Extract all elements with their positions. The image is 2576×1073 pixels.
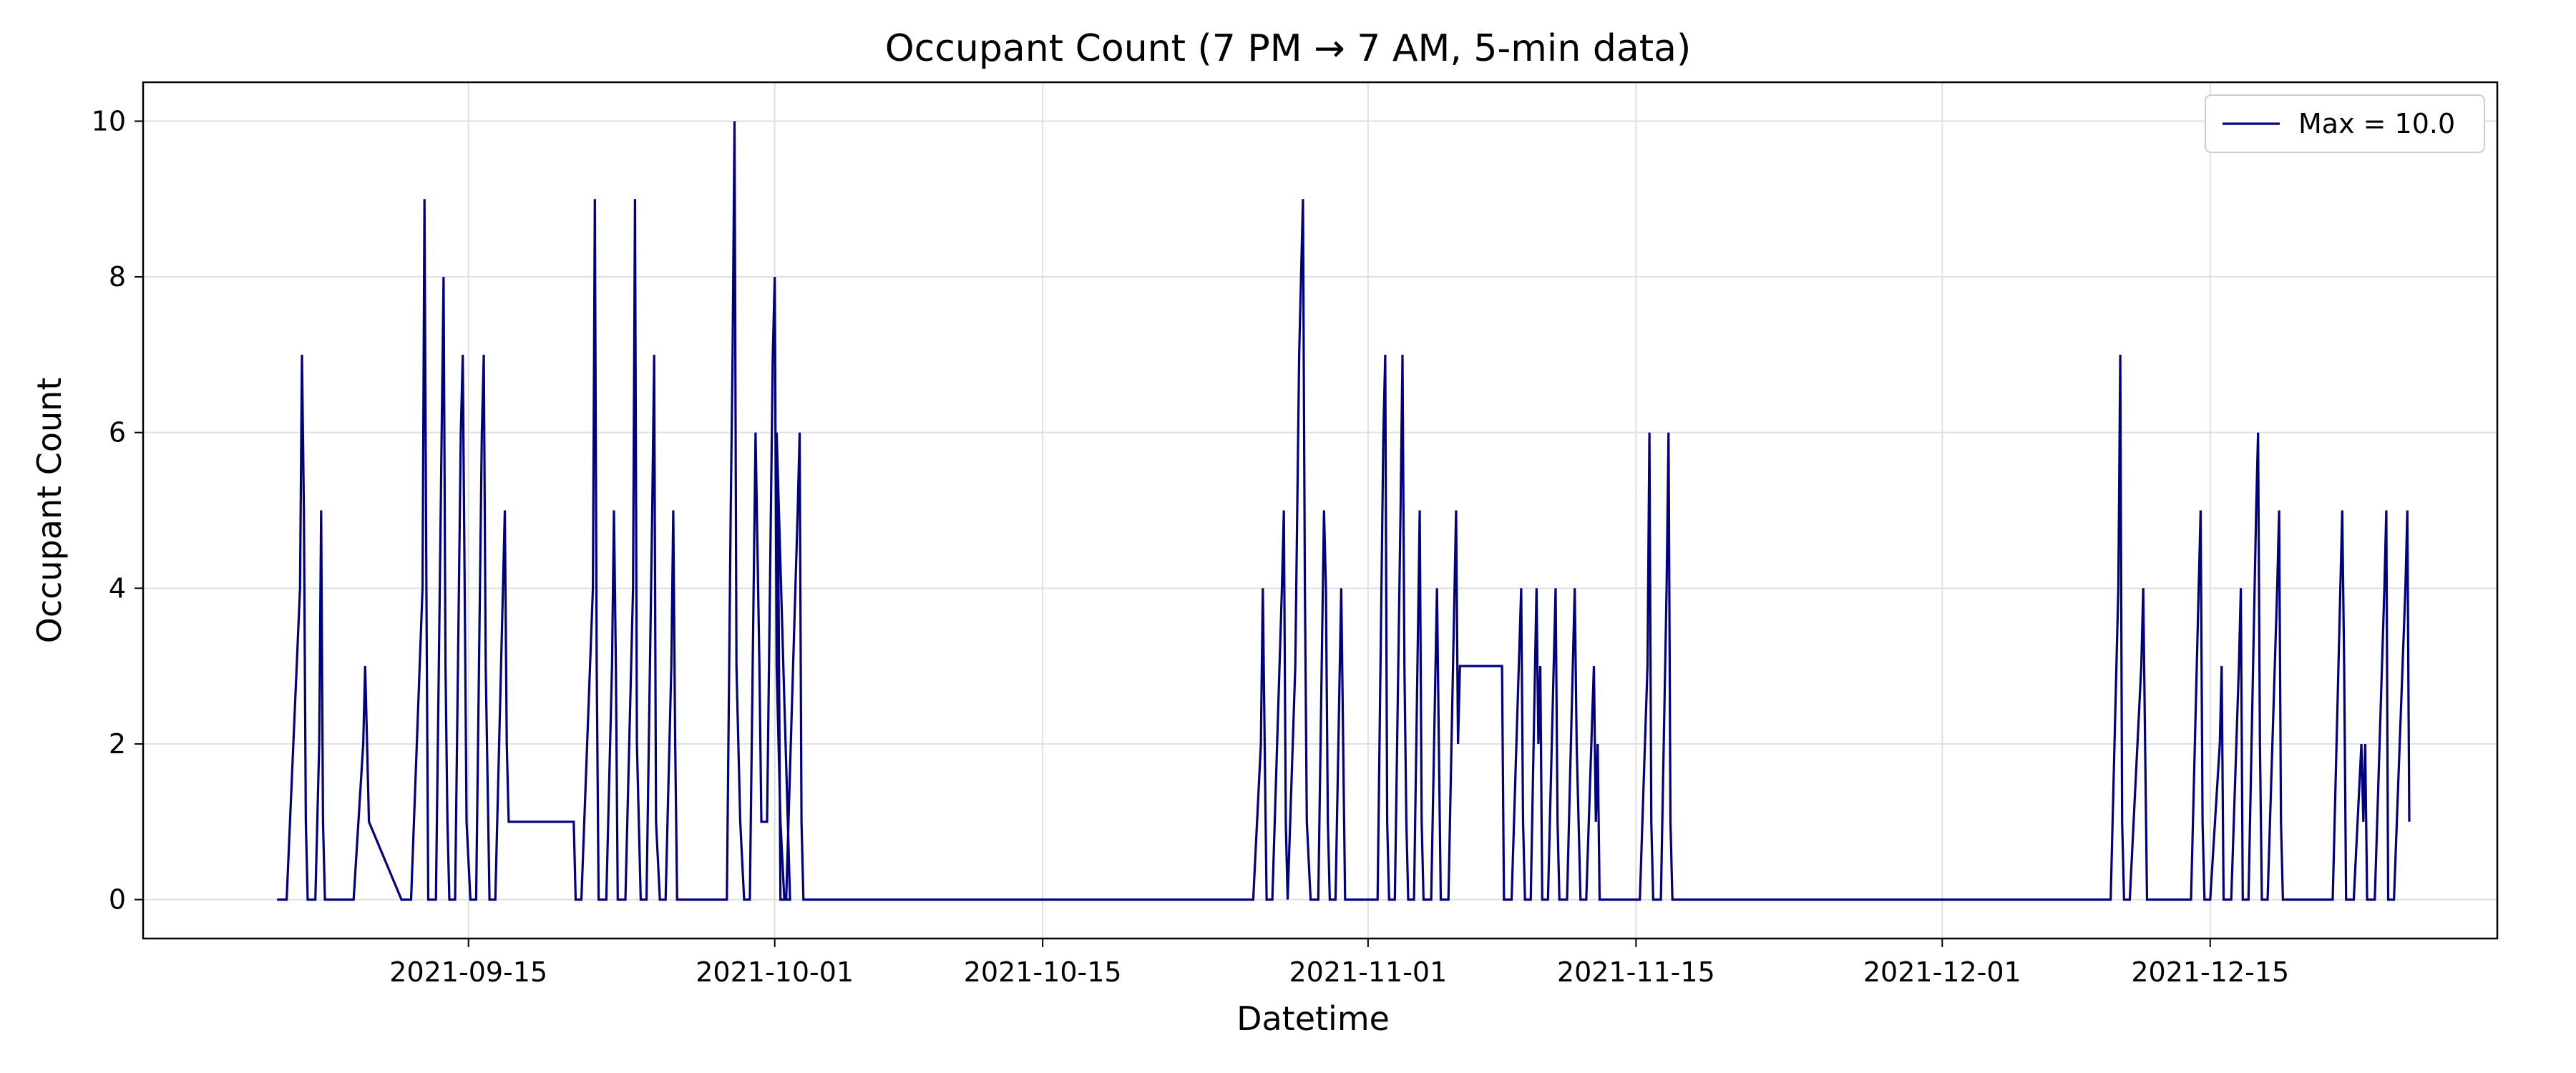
y-tick-label: 2 [109, 728, 126, 760]
legend: Max = 10.0 [2205, 94, 2485, 153]
x-tick-label: 2021-12-15 [2131, 956, 2289, 988]
y-axis-label: Occupant Count [30, 378, 69, 644]
x-tick-label: 2021-11-01 [1289, 956, 1447, 988]
y-tick-label: 0 [109, 884, 126, 916]
legend-box [2205, 94, 2485, 153]
x-tick-label: 2021-09-15 [389, 956, 547, 988]
series-line [277, 121, 2411, 901]
chart-title: Occupant Count (7 PM → 7 AM, 5-min data) [885, 27, 1691, 70]
series-layer [277, 121, 2411, 901]
x-axis: 2021-09-15 2021-10-01 2021-10-15 2021-11-01… [389, 939, 2289, 988]
x-tick-label: 2021-12-01 [1863, 956, 2021, 988]
y-axis: 0 2 4 6 8 10 [92, 105, 143, 916]
x-tick-label: 2021-10-01 [696, 956, 854, 988]
y-tick-label: 10 [92, 105, 126, 137]
y-tick-label: 8 [109, 261, 126, 293]
plot-frame [142, 81, 2499, 940]
y-tick-label: 6 [109, 417, 126, 449]
legend-label: Max = 10.0 [2298, 108, 2455, 139]
x-axis-label: Datetime [1236, 999, 1390, 1038]
x-tick-label: 2021-11-15 [1557, 956, 1715, 988]
x-tick-label: 2021-10-15 [964, 956, 1122, 988]
y-tick-label: 4 [109, 572, 126, 604]
